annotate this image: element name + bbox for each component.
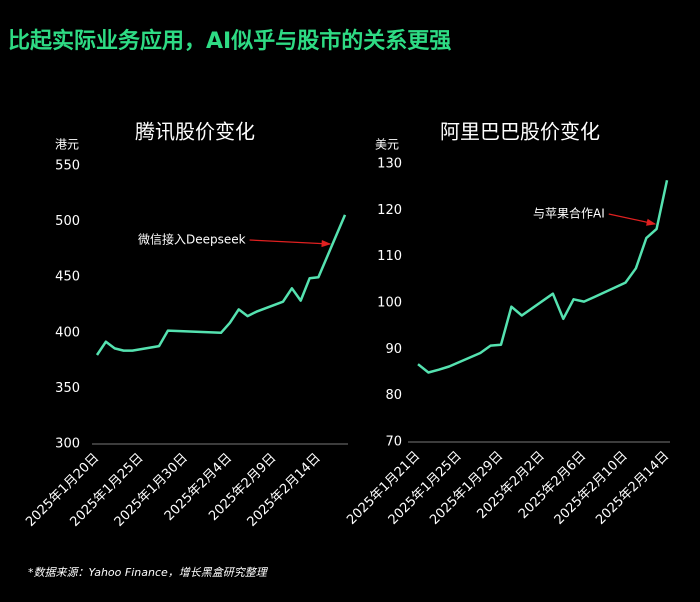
- chart-title: 阿里巴巴股价变化: [440, 120, 600, 144]
- y-tick-label: 70: [385, 435, 402, 450]
- y-tick-label: 550: [55, 159, 80, 174]
- y-tick-label: 450: [55, 270, 80, 285]
- y-tick-label: 120: [377, 203, 402, 218]
- y-axis-unit: 港元: [55, 138, 79, 152]
- y-tick-label: 350: [55, 381, 80, 396]
- x-tick-label: 2025年1月29日: [427, 449, 506, 528]
- chart-title: 腾讯股价变化: [135, 120, 255, 144]
- x-tick-label: 2025年1月21日: [344, 449, 423, 528]
- annotation-arrow: [608, 213, 657, 226]
- annotation-arrow: [249, 239, 332, 248]
- price-line: [417, 179, 669, 374]
- annotation: 与苹果合作AI: [533, 206, 605, 221]
- y-tick-label: 130: [377, 157, 402, 172]
- x-tick-label: 2025年2月10日: [552, 449, 631, 528]
- page-title: 比起实际业务应用，AI似乎与股市的关系更强: [8, 28, 451, 54]
- y-tick-label: 110: [377, 249, 402, 264]
- x-tick-label: 2025年1月25日: [386, 449, 465, 528]
- footnote: *数据来源：Yahoo Finance，增长黑盒研究整理: [28, 566, 269, 579]
- y-tick-label: 80: [385, 388, 402, 403]
- x-tick-label: 2025年1月20日: [23, 451, 102, 530]
- y-tick-label: 90: [385, 342, 402, 357]
- y-tick-label: 400: [55, 325, 80, 340]
- x-tick-label: 2025年2月14日: [593, 449, 672, 528]
- y-tick-label: 500: [55, 214, 80, 229]
- y-tick-label: 100: [377, 296, 402, 311]
- y-axis-unit: 美元: [375, 138, 399, 152]
- y-tick-label: 300: [55, 437, 80, 452]
- price-line: [95, 214, 347, 356]
- annotation: 微信接入Deepseek: [138, 232, 246, 247]
